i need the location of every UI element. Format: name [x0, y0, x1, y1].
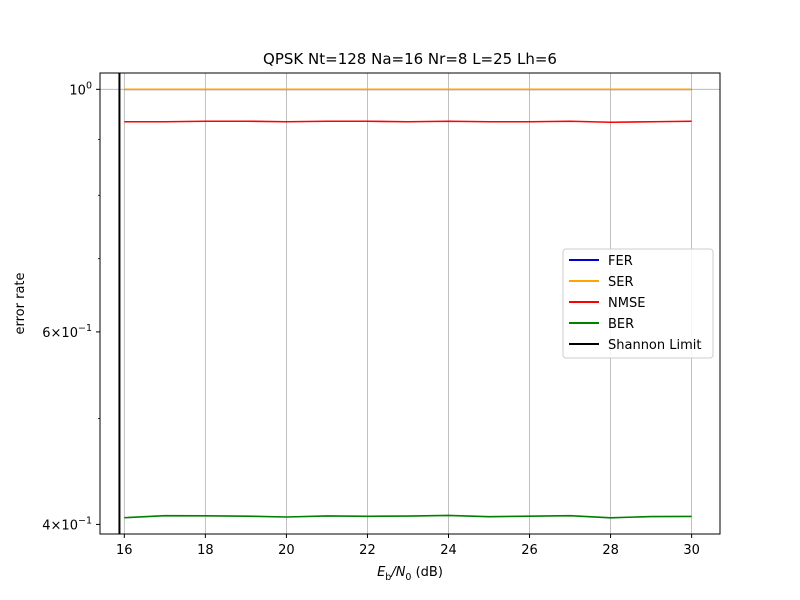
- legend-label: SER: [608, 275, 634, 290]
- x-tick-label: 28: [602, 543, 619, 558]
- chart-title: QPSK Nt=128 Na=16 Nr=8 L=25 Lh=6: [263, 50, 557, 68]
- axes: 16 18 20 22 24 26 28 30 100 6×10−1 4×10−1 Eb/N0 (dB…: [13, 72, 721, 583]
- legend: FER SER NMSE BER Shannon Limit: [562, 248, 714, 359]
- x-tick-label: 24: [440, 543, 457, 558]
- series-line-ber: [124, 514, 692, 519]
- x-axis-title: Eb/N0 (dB): [377, 565, 443, 583]
- legend-box: [562, 248, 714, 359]
- series-line-nmse: [124, 120, 692, 124]
- x-tick-label: 22: [359, 543, 376, 558]
- y-axis-title: error rate: [13, 272, 28, 334]
- legend-label: NMSE: [608, 296, 645, 311]
- x-tick-label: 26: [521, 543, 538, 558]
- legend-label: FER: [608, 254, 633, 269]
- x-tick-label: 16: [116, 543, 133, 558]
- legend-label: Shannon Limit: [608, 338, 702, 353]
- x-tick-label: 30: [683, 543, 700, 558]
- x-tick-label: 18: [197, 543, 214, 558]
- y-tick-label: 6×10−1: [42, 323, 92, 341]
- plot-frame: [99, 72, 721, 535]
- series-lines: [118, 73, 692, 534]
- y-tick-label: 4×10−1: [42, 515, 92, 533]
- x-tick-label: 20: [278, 543, 295, 558]
- y-tick-label: 100: [69, 80, 92, 98]
- legend-label: BER: [608, 317, 634, 332]
